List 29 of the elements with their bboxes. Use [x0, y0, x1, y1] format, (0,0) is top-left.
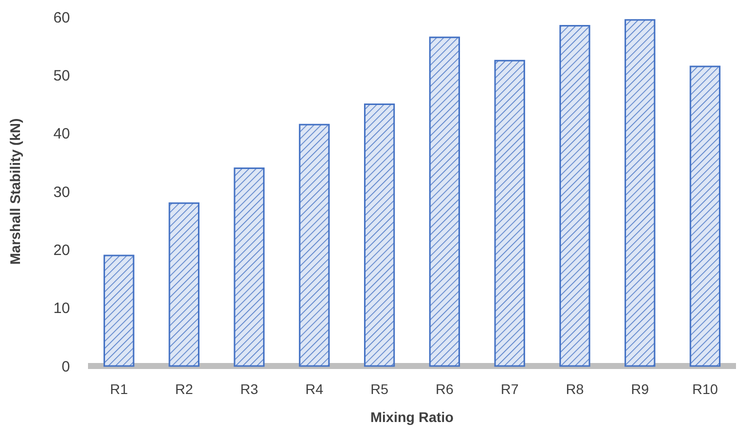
x-tick-label: R7	[500, 381, 519, 397]
x-tick-label: R5	[370, 381, 389, 397]
x-tick-label: R6	[436, 381, 454, 397]
x-tick-label: R1	[110, 381, 128, 397]
bar	[559, 24, 590, 367]
y-tick-label: 20	[53, 242, 70, 259]
y-tick-label: 30	[53, 184, 70, 201]
bar	[104, 254, 134, 367]
y-axis-title: Marshall Stability (kN)	[7, 118, 23, 265]
y-tick-label: 40	[53, 126, 70, 143]
x-tick-label: R2	[175, 381, 194, 397]
x-axis-title: Mixing Ratio	[370, 409, 454, 425]
y-tick-label: 60	[53, 9, 70, 26]
y-tick-label: 10	[53, 300, 70, 318]
x-tick-label: R9	[630, 381, 650, 397]
bar	[364, 104, 395, 367]
x-tick-label: R10	[692, 381, 718, 397]
bar	[234, 167, 265, 367]
y-tick-label: 0	[62, 358, 70, 376]
bar	[624, 19, 656, 367]
x-tick-label: R4	[305, 381, 324, 397]
bar	[429, 36, 460, 367]
y-tick-label: 50	[53, 67, 70, 84]
bar	[298, 124, 330, 367]
x-tick-label: R8	[566, 381, 584, 397]
bar	[168, 202, 200, 367]
bar	[690, 66, 720, 367]
x-tick-label: R3	[240, 381, 258, 397]
bar	[494, 60, 526, 367]
